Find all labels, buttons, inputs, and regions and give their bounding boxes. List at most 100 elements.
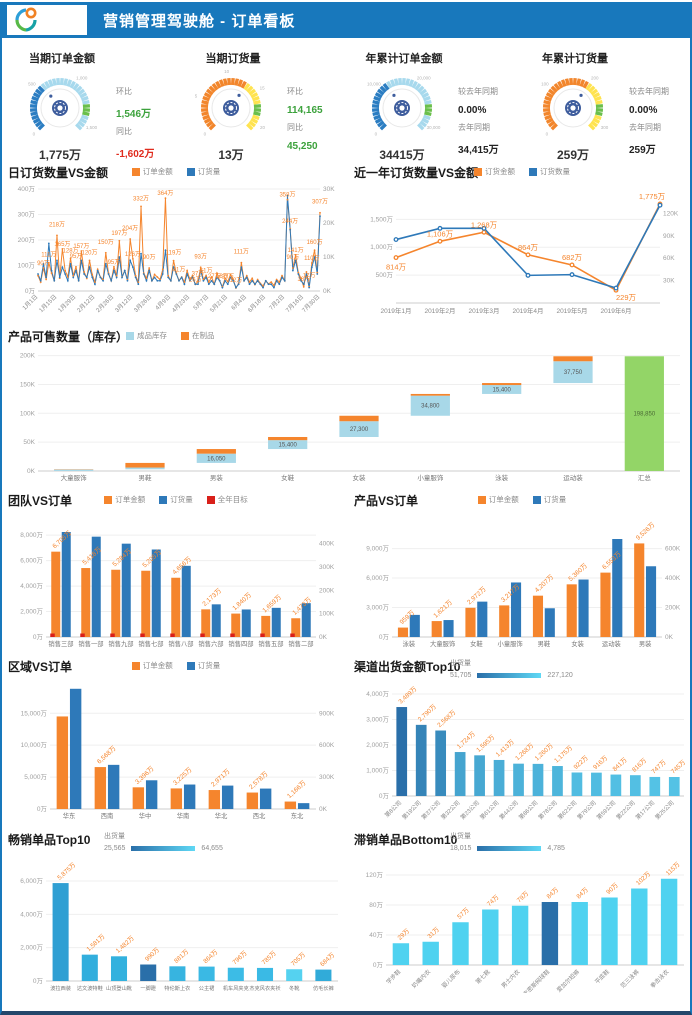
legend-swatch-icon	[187, 662, 195, 670]
svg-text:785万: 785万	[260, 949, 278, 966]
svg-text:学步鞋: 学步鞋	[384, 968, 402, 986]
svg-text:销售七部: 销售七部	[138, 639, 163, 648]
legend-swatch-icon	[478, 496, 486, 504]
svg-text:1月29日: 1月29日	[57, 293, 78, 314]
svg-text:西南: 西南	[101, 811, 114, 820]
svg-text:波拉西装: 波拉西装	[50, 984, 71, 992]
svg-text:男鞋: 男鞋	[538, 639, 551, 648]
svg-text:100万: 100万	[18, 262, 36, 270]
svg-text:5: 5	[195, 93, 198, 98]
svg-text:华北: 华北	[215, 811, 228, 820]
svg-text:销售二部: 销售二部	[288, 639, 313, 648]
svg-text:1,000万: 1,000万	[370, 243, 393, 251]
legend-label: 订货数量	[540, 166, 570, 177]
svg-text:2,971万: 2,971万	[209, 767, 232, 789]
svg-text:6月4日: 6月4日	[230, 293, 248, 311]
legend-item[interactable]: 订单金额	[104, 494, 145, 505]
kpi-stat-value: 45,250	[287, 141, 345, 152]
region-bar-chart[interactable]: 0万5,000万10,000万15,000万0K300K600K900K华东6,…	[8, 675, 346, 823]
svg-text:2019年2月: 2019年2月	[424, 306, 455, 315]
legend-item[interactable]: 订单金额	[132, 166, 173, 177]
legend-label: 订单金额	[489, 494, 519, 505]
legend-item[interactable]: 订货量	[187, 166, 221, 177]
svg-text:2019年4月: 2019年4月	[512, 306, 543, 315]
svg-text:4,000万: 4,000万	[20, 582, 43, 590]
svg-text:运动装: 运动装	[602, 639, 622, 648]
page-title: 营销管理驾驶舱 - 订单看板	[103, 10, 295, 31]
svg-text:1,166万: 1,166万	[285, 779, 308, 801]
kpi-stat-value: 0.00%	[629, 105, 687, 116]
kpi-stat-label: 环比	[116, 86, 174, 97]
product-bar-chart[interactable]: 0万3,000万6,000万9,000万0K200K400K600K959万泳装…	[354, 509, 692, 651]
legend-item[interactable]: 成品库存	[126, 330, 167, 341]
svg-text:0万: 0万	[379, 633, 390, 641]
kpi-stat-value: 259万	[629, 141, 687, 156]
svg-text:2019年3月: 2019年3月	[468, 306, 499, 315]
svg-text:15: 15	[260, 86, 266, 91]
svg-text:864万: 864万	[202, 948, 220, 965]
legend-item[interactable]: 订货量	[187, 660, 221, 671]
legend-label: 订货量	[544, 494, 567, 505]
legend-item[interactable]: 订货金额	[474, 166, 515, 177]
svg-text:10K: 10K	[323, 254, 335, 261]
svg-text:400K: 400K	[665, 575, 681, 582]
kpi-stat-value: 34,415万	[458, 141, 516, 156]
svg-text:111万: 111万	[41, 252, 56, 259]
svg-text:一脚蹬: 一脚蹬	[140, 984, 156, 992]
legend-label: 订单金额	[143, 166, 173, 177]
legend-item[interactable]: 订货量	[159, 494, 193, 505]
legend-label: 全年目标	[218, 494, 248, 505]
svg-text:40万: 40万	[369, 931, 383, 939]
svg-text:3月26日: 3月26日	[133, 293, 154, 314]
legend-item[interactable]: 在制品	[181, 330, 215, 341]
team-bar-chart[interactable]: 0万2,000万4,000万6,000万8,000万0K100K200K300K…	[8, 509, 346, 651]
svg-text:2月12日: 2月12日	[76, 293, 97, 314]
svg-text:2019年6月: 2019年6月	[600, 306, 631, 315]
svg-text:3,000万: 3,000万	[366, 716, 389, 724]
svg-text:第七靴: 第七靴	[474, 968, 492, 986]
svg-text:史密斯网球鞋: 史密斯网球鞋	[521, 968, 551, 993]
svg-text:0K: 0K	[665, 634, 674, 641]
visualmap-gradient[interactable]	[477, 846, 541, 851]
svg-text:4月23日: 4月23日	[171, 293, 192, 314]
svg-text:60K: 60K	[663, 255, 675, 262]
svg-text:西北: 西北	[253, 812, 266, 820]
svg-text:5,000万: 5,000万	[24, 773, 47, 781]
svg-text:814万: 814万	[386, 263, 407, 272]
inventory-waterfall-chart[interactable]: 0K50K100K150K200K大童服饰男鞋16,050男装15,400女鞋2…	[8, 345, 688, 485]
svg-text:332万: 332万	[133, 195, 149, 202]
svg-text:37,750: 37,750	[564, 370, 583, 376]
visualmap-gradient[interactable]	[477, 673, 541, 678]
legend-item[interactable]: 订货量	[533, 494, 567, 505]
svg-text:358万: 358万	[279, 192, 295, 199]
legend-item[interactable]: 订货数量	[529, 166, 570, 177]
svg-text:机车风夹克: 机车风夹克	[223, 984, 249, 992]
legend-item[interactable]: 订单金额	[478, 494, 519, 505]
visualmap-min: 25,565	[104, 845, 125, 852]
svg-text:2019年1月: 2019年1月	[380, 306, 411, 315]
svg-text:13万: 13万	[218, 148, 243, 162]
kpi-title: 年累计订单金额	[348, 50, 460, 66]
svg-text:50K: 50K	[23, 439, 35, 446]
svg-text:15,400: 15,400	[278, 443, 297, 449]
svg-text:29万: 29万	[396, 927, 411, 942]
slow-bar-chart[interactable]: 0万40万80万120万29万学步鞋31万奶嘴内衣57万婴儿尿布74万第七靴79…	[354, 857, 692, 993]
visualmap-gradient[interactable]	[131, 846, 195, 851]
legend-item[interactable]: 全年目标	[207, 494, 248, 505]
legend-item[interactable]: 订单金额	[132, 660, 173, 671]
svg-text:第19公司: 第19公司	[400, 799, 423, 822]
svg-text:仿毛长裤: 仿毛长裤	[313, 984, 334, 992]
legend-swatch-icon	[132, 168, 140, 176]
svg-text:244万: 244万	[282, 218, 298, 225]
svg-text:684万: 684万	[318, 951, 336, 968]
